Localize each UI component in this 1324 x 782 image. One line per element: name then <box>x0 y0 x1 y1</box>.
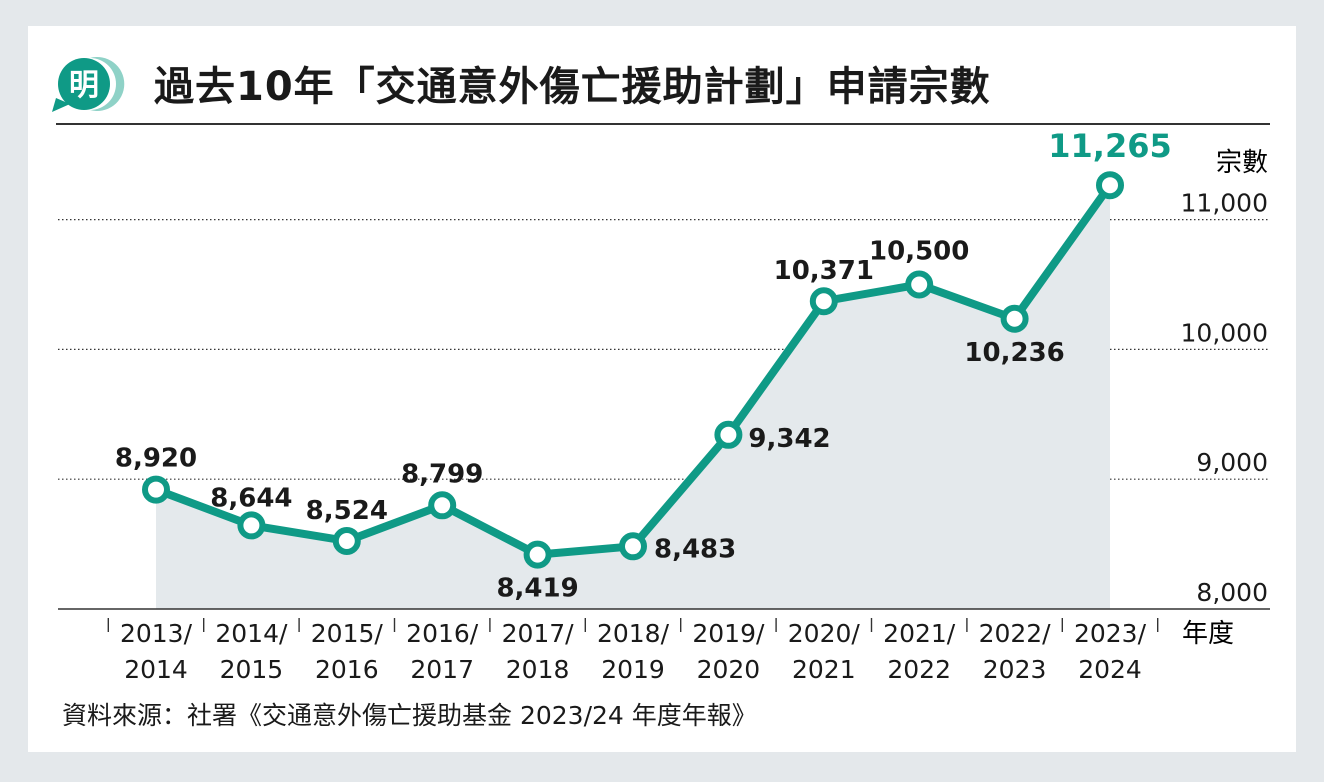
area-fill <box>156 185 1110 609</box>
x-tick-labels: 2013/2014 2014/2015 2015/2016 2016/2017 2017… <box>120 619 1147 684</box>
x-tick-label: 2017 <box>410 655 474 684</box>
x-tick-label: 2020/ <box>788 619 861 648</box>
axes <box>58 608 1270 632</box>
title-divider <box>56 123 1270 125</box>
data-point <box>332 526 361 555</box>
x-tick-label: 2015/ <box>311 619 384 648</box>
x-axis-label: 年度 <box>1182 619 1234 649</box>
x-tick-label: 2023 <box>983 655 1047 684</box>
data-point <box>714 420 743 449</box>
data-label: 8,419 <box>496 574 578 604</box>
x-tick-label: 2016/ <box>406 619 479 648</box>
x-tick-label: 2020 <box>697 655 761 684</box>
source-note: 資料來源：社署《交通意外傷亡援助基金 2023/24 年度年報》 <box>62 701 757 730</box>
chart-title: 過去10年「交通意外傷亡援助計劃」申請宗數 <box>154 64 991 110</box>
data-label: 8,799 <box>401 459 483 489</box>
x-tick-label: 2015 <box>220 655 284 684</box>
y-axis-label: 宗數 <box>1216 148 1268 178</box>
data-point <box>237 511 266 540</box>
data-point <box>905 270 934 299</box>
x-tick-label: 2014 <box>124 655 188 684</box>
data-label: 11,265 <box>1048 127 1171 165</box>
x-tick-label: 2014/ <box>215 619 288 648</box>
data-point <box>809 287 838 316</box>
data-label: 8,483 <box>654 534 736 564</box>
x-tick-label: 2022 <box>887 655 951 684</box>
y-tick-label: 10,000 <box>1181 318 1268 347</box>
x-tick-label: 2018 <box>506 655 570 684</box>
x-tick-label: 2019/ <box>692 619 765 648</box>
logo-tail-icon <box>52 98 70 112</box>
x-tick-label: 2021 <box>792 655 856 684</box>
y-tick-labels: 8,000 9,000 10,000 11,000 <box>1181 189 1268 607</box>
data-label: 10,236 <box>964 338 1064 368</box>
y-tick-label: 9,000 <box>1196 448 1268 477</box>
x-tick-label: 2023/ <box>1074 619 1147 648</box>
data-point <box>142 475 170 504</box>
data-point <box>523 540 552 569</box>
logo-text: 明 <box>69 68 99 103</box>
x-tick-label: 2024 <box>1078 655 1142 684</box>
logo-circle-icon <box>58 58 110 110</box>
ming-pao-logo: 明 <box>50 56 150 116</box>
y-tick-label: 11,000 <box>1181 189 1268 218</box>
data-labels: 8,920 8,644 8,524 8,799 8,419 8,483 9,342 10,37… <box>115 127 1172 603</box>
x-tick-label: 2022/ <box>979 619 1052 648</box>
data-label: 10,371 <box>774 256 874 286</box>
x-tick-label: 2018/ <box>597 619 670 648</box>
x-tick-label: 2021/ <box>883 619 956 648</box>
data-label: 8,920 <box>115 444 197 474</box>
x-tick-label: 2017/ <box>502 619 575 648</box>
x-tick-label: 2019 <box>601 655 665 684</box>
data-point <box>1096 171 1124 200</box>
x-tick-label: 2016 <box>315 655 379 684</box>
data-label: 8,524 <box>306 496 388 526</box>
data-point <box>428 491 457 520</box>
data-label: 9,342 <box>748 424 830 454</box>
data-label: 8,644 <box>210 483 292 513</box>
x-tick-label: 2013/ <box>120 619 193 648</box>
data-label: 10,500 <box>869 237 969 267</box>
data-point <box>619 532 647 561</box>
y-tick-label: 8,000 <box>1196 578 1268 607</box>
logo-crescent-icon <box>90 57 125 111</box>
data-points <box>142 171 1124 569</box>
data-point <box>1000 304 1029 333</box>
